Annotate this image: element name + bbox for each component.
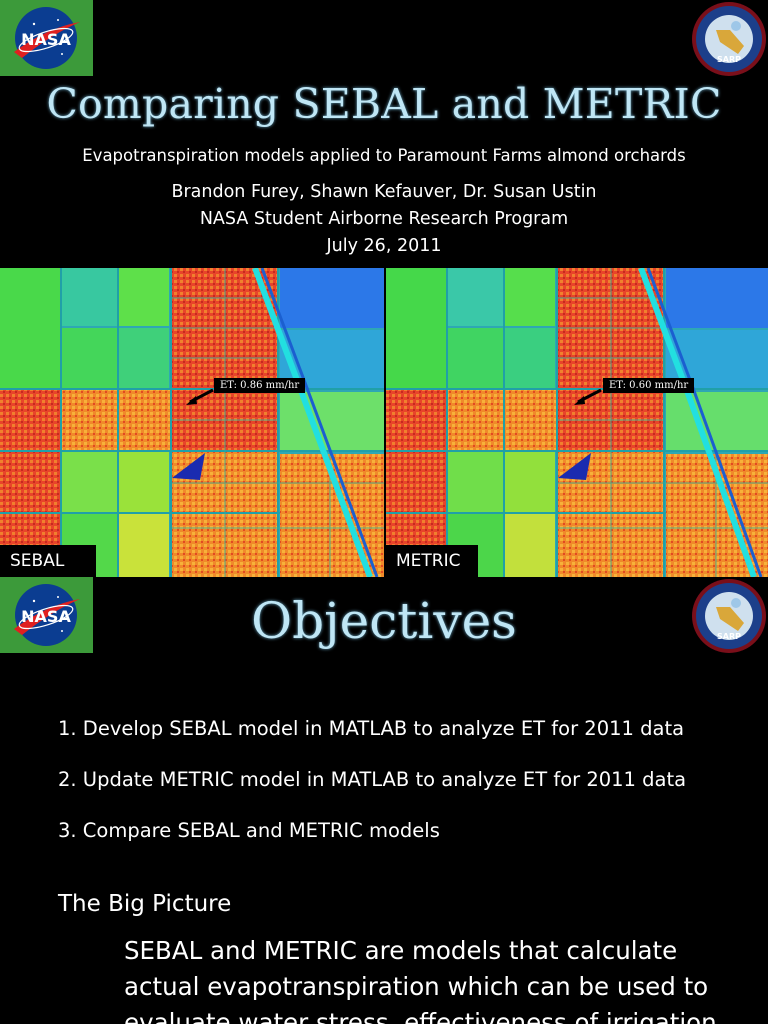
objectives-title: Objectives — [251, 592, 517, 650]
slide-comparing-sebal-metric: NASA SARP Comparing SEBAL and METRIC Eva… — [0, 0, 768, 577]
sebal-et-map — [0, 268, 384, 577]
sarp-logo-text: SARP — [717, 55, 741, 64]
big-picture-heading: The Big Picture — [58, 891, 232, 917]
nasa-logo-text: NASA — [21, 30, 71, 49]
sarp-logo-text: SARP — [717, 632, 741, 641]
nasa-logo: NASA — [0, 577, 93, 653]
big-picture-text: SEBAL and METRIC are models that calcula… — [124, 936, 717, 1024]
sarp-logo: SARP — [690, 0, 768, 78]
metric-et-annotation: ET: 0.60 mm/hr — [603, 378, 695, 393]
page-title: Comparing SEBAL and METRIC — [46, 80, 722, 128]
objectives-list: 1. Develop SEBAL model in MATLAB to anal… — [58, 717, 686, 870]
sebal-map-label: SEBAL — [0, 545, 96, 577]
sarp-logo: SARP — [690, 577, 768, 655]
metric-map-label: METRIC — [386, 545, 478, 577]
author-block: Brandon Furey, Shawn Kefauver, Dr. Susan… — [0, 179, 768, 260]
authors-line: Brandon Furey, Shawn Kefauver, Dr. Susan… — [171, 182, 597, 202]
nasa-logo: NASA — [0, 0, 93, 76]
slide-objectives: NASA SARP Objectives 1. Develop SEBAL mo… — [0, 577, 768, 1024]
list-item: 3. Compare SEBAL and METRIC models — [58, 819, 440, 842]
list-item: 2. Update METRIC model in MATLAB to anal… — [58, 768, 687, 791]
program-line: NASA Student Airborne Research Program — [199, 209, 569, 229]
date-line: July 26, 2011 — [326, 236, 442, 256]
sebal-et-annotation: ET: 0.86 mm/hr — [214, 378, 306, 393]
subtitle: Evapotranspiration models applied to Par… — [82, 146, 686, 165]
metric-et-map — [386, 268, 768, 577]
list-item: 1. Develop SEBAL model in MATLAB to anal… — [58, 717, 685, 740]
nasa-logo-text: NASA — [21, 607, 71, 626]
